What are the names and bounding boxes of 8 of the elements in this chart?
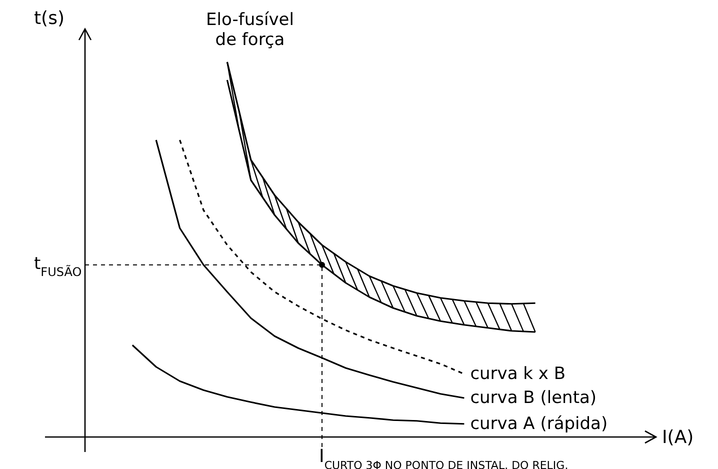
text: I(A) [662,427,694,448]
series-label: curva A (rápida) [470,414,608,434]
text: I$_{CURTO 3Φ NO PONTO DE INSTAL. DO RELIG.}$ [319,446,568,469]
y-axis-title: t(s) [34,8,64,29]
series-label: curva B (lenta) [470,388,597,408]
text: Elo-fusível de força [206,10,294,50]
series-label: curva k x B [470,364,566,384]
ref-line-label: t$_{FUSÃO}$ [34,254,82,279]
